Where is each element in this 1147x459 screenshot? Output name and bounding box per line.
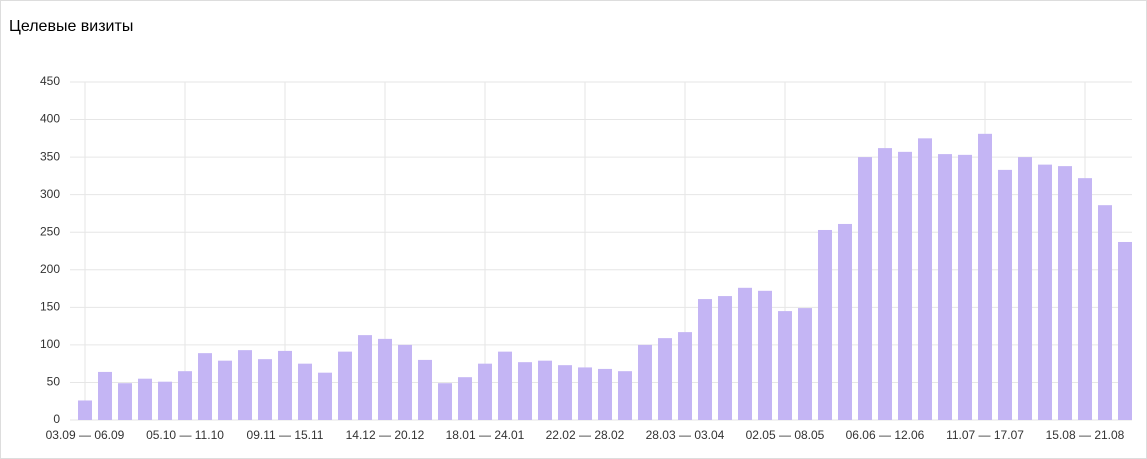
bar <box>338 351 352 420</box>
bar <box>78 400 92 420</box>
bar <box>598 368 612 420</box>
bar <box>498 351 512 420</box>
bar <box>918 138 932 421</box>
bar <box>818 229 832 420</box>
bar <box>1078 178 1092 420</box>
bar <box>438 383 452 420</box>
bar <box>698 299 712 420</box>
bar <box>858 157 872 420</box>
bar <box>298 363 312 420</box>
bar <box>98 371 112 420</box>
bar <box>978 133 992 420</box>
bar <box>578 367 592 420</box>
bar <box>958 154 972 420</box>
y-tick-label: 400 <box>40 112 60 126</box>
bar <box>258 359 272 420</box>
y-tick-label: 0 <box>53 412 60 426</box>
bar <box>938 154 952 420</box>
x-tick-label: 02.05 — 08.05 <box>746 428 825 442</box>
bar <box>638 344 652 420</box>
bar <box>458 377 472 420</box>
bar <box>678 332 692 420</box>
bar <box>998 169 1012 420</box>
bar <box>898 151 912 420</box>
y-tick-label: 450 <box>40 74 60 88</box>
bar <box>738 287 752 420</box>
bar <box>718 296 732 420</box>
bar <box>358 335 372 420</box>
bar <box>158 381 172 420</box>
x-tick-label: 14.12 — 20.12 <box>346 428 425 442</box>
y-tick-label: 200 <box>40 262 60 276</box>
y-tick-label: 250 <box>40 224 60 238</box>
x-tick-label: 06.06 — 12.06 <box>846 428 925 442</box>
bar <box>138 378 152 420</box>
x-tick-label: 18.01 — 24.01 <box>446 428 525 442</box>
bar <box>1118 241 1132 420</box>
x-tick-label: 28.03 — 03.04 <box>646 428 725 442</box>
bar <box>198 353 212 420</box>
x-tick-label: 09.11 — 15.11 <box>247 428 324 442</box>
x-tick-label: 15.08 — 21.08 <box>1046 428 1125 442</box>
bar <box>418 359 432 420</box>
bar <box>1058 166 1072 420</box>
bar <box>478 363 492 420</box>
bar <box>778 311 792 420</box>
bar <box>218 360 232 420</box>
x-tick-label: 05.10 — 11.10 <box>146 428 224 442</box>
y-tick-label: 300 <box>40 187 60 201</box>
bar <box>878 148 892 420</box>
bar <box>318 372 332 420</box>
y-tick-label: 100 <box>40 337 60 351</box>
bar <box>1018 157 1032 420</box>
x-tick-label: 11.07 — 17.07 <box>946 428 1024 442</box>
y-tick-label: 50 <box>47 375 61 389</box>
bar <box>658 338 672 420</box>
chart-title: Целевые визиты <box>9 18 133 35</box>
y-tick-label: 350 <box>40 149 60 163</box>
bar <box>838 223 852 420</box>
bar <box>1038 164 1052 420</box>
bar <box>518 362 532 420</box>
bar <box>178 371 192 420</box>
bar <box>758 290 772 420</box>
x-tick-label: 03.09 — 06.09 <box>46 428 125 442</box>
bar <box>558 365 572 420</box>
bar <box>538 360 552 420</box>
bar <box>798 308 812 420</box>
bar <box>238 350 252 420</box>
bar <box>618 371 632 420</box>
bar <box>378 338 392 420</box>
bar <box>278 350 292 420</box>
bar <box>398 344 412 420</box>
bar <box>1098 205 1112 420</box>
y-tick-label: 150 <box>40 300 60 314</box>
x-tick-label: 22.02 — 28.02 <box>546 428 625 442</box>
bar <box>118 383 132 420</box>
